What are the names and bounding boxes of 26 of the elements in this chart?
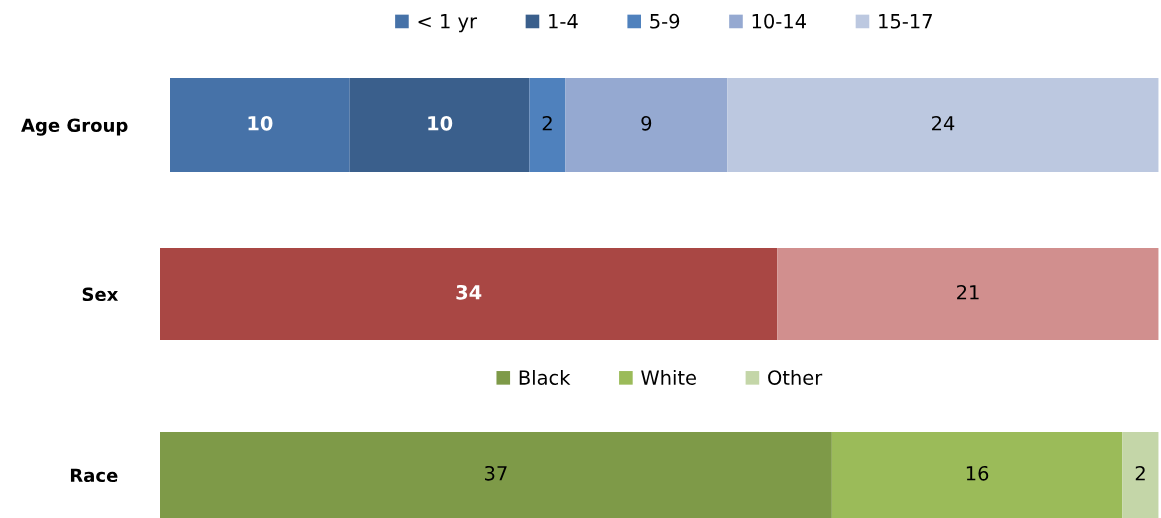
data-label: 2 [1135,465,1145,481]
legend-label: 5-9 [650,13,680,29]
data-label: 10 [428,115,453,131]
legend-label: 10-14 [752,13,806,29]
data-label: 10 [248,115,273,131]
bar [529,78,566,172]
data-label: 24 [932,115,955,131]
bar [349,78,530,172]
legend-label: Other [768,369,823,385]
data-label: 21 [957,284,979,300]
bar [727,78,1159,172]
data-label: 16 [966,465,989,481]
bar [565,78,728,172]
data-label: 34 [456,284,482,300]
data-label: 9 [641,115,652,131]
legend-label: < 1 yr [418,14,478,33]
y-tick-label: Age Group [21,118,128,136]
bar [170,78,350,172]
data-label: 2 [542,115,552,131]
legend-label: White [641,369,696,385]
legend-label: Black [519,369,571,385]
y-tick-label: Sex [82,287,119,302]
data-label: 37 [485,465,507,481]
legend-label: 1-4 [549,14,578,29]
y-tick-label: Race [70,468,118,483]
legend-label: 15-17 [879,14,932,29]
